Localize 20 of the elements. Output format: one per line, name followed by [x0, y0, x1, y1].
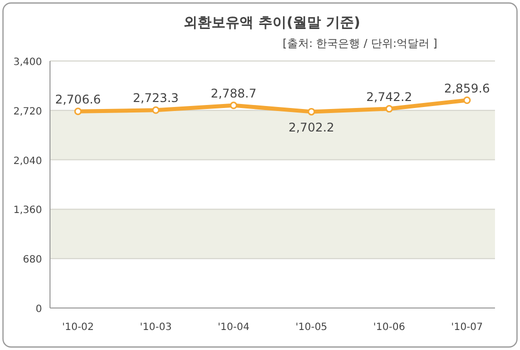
- x-tick-label: '10-02: [62, 322, 94, 333]
- chart-subtitle: [출처: 한국은행 / 단위:억달러 ]: [282, 37, 438, 50]
- x-tick-label: '10-07: [451, 322, 483, 333]
- data-label: 2,702.2: [288, 120, 334, 135]
- data-label: 2,723.3: [132, 91, 179, 106]
- x-tick-label: '10-05: [295, 322, 328, 333]
- x-tick-label: '10-03: [140, 322, 172, 333]
- data-label: 2,788.7: [210, 86, 257, 100]
- x-tick-label: '10-06: [373, 322, 406, 333]
- data-label: 2,742.2: [366, 90, 412, 104]
- x-tick-label: '10-04: [218, 322, 250, 333]
- y-tick-label: 1,360: [13, 205, 42, 216]
- chart-title: 외환보유액 추이(월말 기준): [184, 15, 360, 31]
- y-tick-label: 2,720: [13, 106, 42, 118]
- y-tick-label: 0: [36, 304, 42, 315]
- y-tick-label: 2,040: [13, 156, 42, 167]
- y-tick-label: 3,400: [13, 57, 42, 68]
- data-label: 2,706.6: [55, 92, 101, 106]
- y-tick-label: 680: [22, 254, 42, 266]
- data-label: 2,859.6: [444, 81, 490, 96]
